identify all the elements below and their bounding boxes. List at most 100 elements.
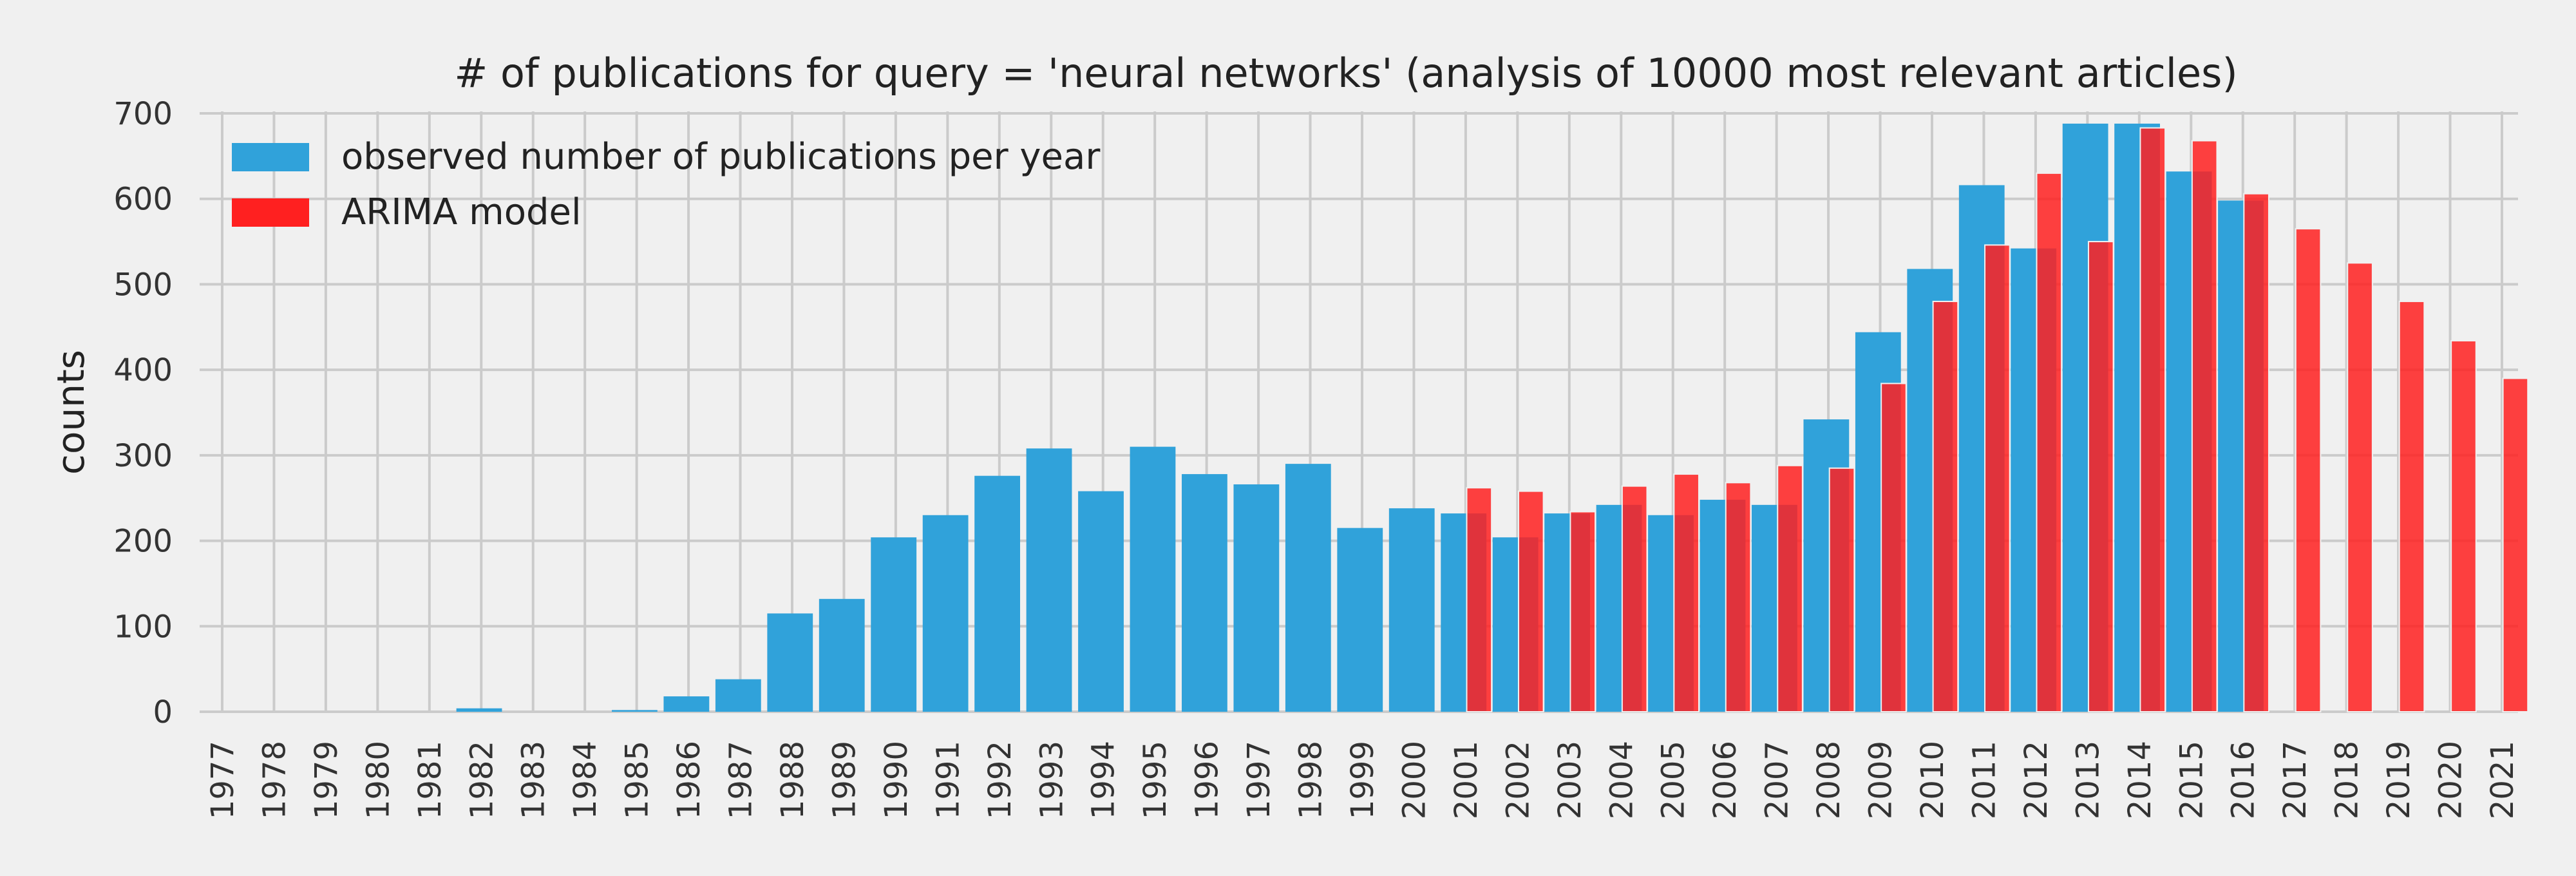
x-tick-label: 1980 bbox=[360, 741, 396, 819]
x-tick-label: 1994 bbox=[1086, 741, 1122, 819]
x-tick-label: 2009 bbox=[1863, 741, 1899, 819]
legend-label-observed: observed number of publications per year bbox=[341, 136, 1101, 178]
bar-observed bbox=[819, 598, 865, 712]
x-tick-label: 2006 bbox=[1707, 741, 1743, 819]
bar-arima bbox=[1725, 482, 1752, 713]
x-tick-label: 1998 bbox=[1293, 741, 1329, 819]
chart-title: # of publications for query = 'neural ne… bbox=[454, 50, 2237, 97]
bar-arima bbox=[1466, 487, 1493, 712]
bar-arima bbox=[2087, 241, 2114, 713]
bar-arima bbox=[1621, 485, 1648, 712]
x-tick-label: 2020 bbox=[2433, 741, 2469, 819]
x-tick-label: 2000 bbox=[1396, 741, 1432, 819]
y-tick-label: 700 bbox=[113, 96, 173, 132]
x-tick-label: 1986 bbox=[671, 741, 707, 819]
bar-observed bbox=[974, 475, 1020, 712]
bar-arima bbox=[1828, 467, 1855, 712]
x-tick-label: 1988 bbox=[775, 741, 811, 819]
bar-arima bbox=[1984, 244, 2011, 712]
y-tick-label: 200 bbox=[113, 524, 173, 560]
x-tick-label: 1996 bbox=[1189, 741, 1226, 819]
bar-arima bbox=[2502, 377, 2529, 712]
x-tick-label: 1992 bbox=[982, 741, 1018, 819]
bar-arima bbox=[2243, 193, 2269, 713]
x-tick-label: 1978 bbox=[256, 741, 292, 819]
bar-observed bbox=[1026, 448, 1072, 712]
x-tick-label: 2019 bbox=[2381, 741, 2417, 819]
bar-observed bbox=[922, 515, 969, 712]
bar-observed bbox=[715, 679, 761, 712]
bar-arima bbox=[2191, 140, 2218, 712]
bar-observed bbox=[1285, 464, 1331, 712]
bar-arima bbox=[1673, 473, 1700, 712]
bar-arima bbox=[2450, 340, 2477, 712]
x-tick-label: 2014 bbox=[2122, 741, 2158, 819]
y-tick-label: 100 bbox=[113, 609, 173, 645]
x-tick-label: 1982 bbox=[464, 741, 500, 819]
bar-arima bbox=[2347, 262, 2373, 712]
x-tick-label: 2015 bbox=[2174, 741, 2210, 819]
bar-arima bbox=[1569, 511, 1596, 712]
bar-observed bbox=[1337, 528, 1383, 712]
legend-label-arima: ARIMA model bbox=[341, 191, 582, 233]
x-tick-label: 2003 bbox=[1552, 741, 1588, 819]
bar-observed bbox=[612, 710, 658, 712]
legend-swatch-arima bbox=[232, 198, 309, 227]
x-tick-label: 2004 bbox=[1604, 741, 1640, 819]
x-tick-label: 2002 bbox=[1500, 741, 1536, 819]
y-tick-label: 0 bbox=[153, 694, 173, 730]
x-tick-label: 1984 bbox=[567, 741, 603, 819]
x-tick-label: 2017 bbox=[2277, 741, 2313, 819]
x-tick-label: 2013 bbox=[2070, 741, 2106, 819]
x-tick-label: 1981 bbox=[412, 741, 448, 819]
bar-observed bbox=[871, 537, 917, 712]
x-tick-label: 1983 bbox=[516, 741, 552, 819]
x-tick-label: 2007 bbox=[1759, 741, 1795, 819]
bar-arima bbox=[1517, 490, 1544, 713]
bar-arima bbox=[2036, 172, 2063, 712]
x-tick-label: 1979 bbox=[308, 741, 345, 819]
x-tick-label: 1987 bbox=[723, 741, 759, 819]
bar-arima bbox=[2295, 228, 2322, 712]
bar-observed bbox=[1233, 484, 1280, 712]
bar-arima bbox=[1932, 300, 1959, 712]
x-tick-label: 2012 bbox=[2018, 741, 2054, 819]
x-tick-label: 1997 bbox=[1241, 741, 1277, 819]
bar-observed bbox=[767, 613, 813, 712]
bar-observed bbox=[1078, 491, 1124, 712]
x-tick-label: 2005 bbox=[1656, 741, 1692, 819]
bar-arima bbox=[2398, 300, 2425, 712]
x-tick-label: 1977 bbox=[205, 741, 241, 819]
x-tick-label: 2010 bbox=[1915, 741, 1951, 819]
x-tick-label: 2018 bbox=[2329, 741, 2365, 819]
legend: observed number of publications per year… bbox=[232, 136, 1101, 233]
x-tick-label: 2001 bbox=[1448, 741, 1484, 819]
x-tick-label: 1991 bbox=[930, 741, 966, 819]
x-tick-label: 2011 bbox=[1966, 741, 2002, 819]
bar-arima bbox=[2139, 127, 2166, 713]
legend-swatch-observed bbox=[232, 143, 309, 171]
x-tick-label: 1999 bbox=[1345, 741, 1381, 819]
bar-arima bbox=[1880, 383, 1907, 712]
bar-observed bbox=[456, 708, 502, 712]
y-tick-label: 600 bbox=[113, 182, 173, 218]
x-tick-label: 2016 bbox=[2226, 741, 2262, 819]
x-tick-label: 1990 bbox=[878, 741, 914, 819]
bar-observed bbox=[1388, 508, 1435, 712]
x-tick-label: 1985 bbox=[620, 741, 656, 819]
x-tick-label: 2021 bbox=[2485, 741, 2521, 819]
y-tick-label: 300 bbox=[113, 438, 173, 474]
bar-observed bbox=[1182, 474, 1227, 712]
x-tick-label: 2008 bbox=[1811, 741, 1847, 819]
bar-arima bbox=[1777, 464, 1803, 712]
x-tick-label: 1989 bbox=[826, 741, 862, 819]
x-tick-label: 1993 bbox=[1034, 741, 1070, 819]
y-tick-label: 500 bbox=[113, 267, 173, 303]
y-axis-title: counts bbox=[49, 350, 93, 475]
x-tick-label: 1995 bbox=[1137, 741, 1173, 819]
y-tick-label: 400 bbox=[113, 352, 173, 388]
bar-observed bbox=[663, 696, 710, 712]
bar-observed bbox=[1130, 446, 1176, 712]
